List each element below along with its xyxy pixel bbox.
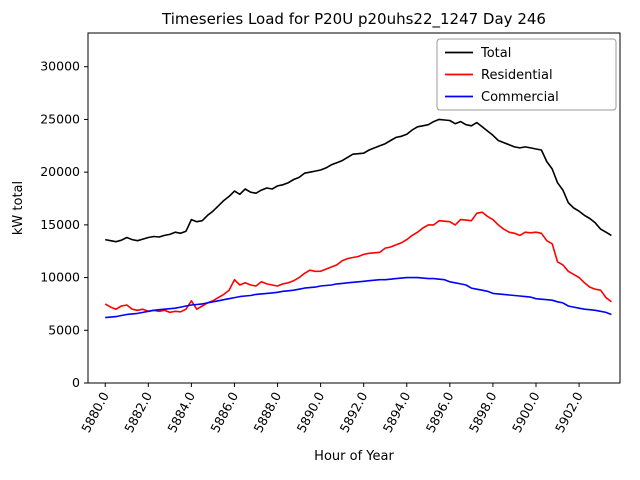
- chart-title: Timeseries Load for P20U p20uhs22_1247 D…: [161, 10, 546, 29]
- x-tick-label: 5886.0: [207, 389, 241, 435]
- series-line-commercial: [105, 276, 612, 319]
- x-tick-label: 5902.0: [552, 389, 586, 435]
- x-tick-label: 5892.0: [337, 389, 371, 435]
- x-tick-label: 5880.0: [78, 389, 112, 435]
- legend: Total Residential Commercial: [436, 38, 617, 111]
- legend-label-residential: Residential: [481, 68, 553, 83]
- legend-label-total: Total: [480, 46, 511, 61]
- y-tick-label: 20000: [40, 164, 80, 179]
- legend-box: [436, 38, 617, 111]
- y-tick-label: 0: [72, 375, 80, 390]
- x-tick-label: 5882.0: [121, 389, 155, 435]
- y-tick-label: 15000: [40, 217, 80, 232]
- x-tick-label: 5884.0: [164, 389, 198, 435]
- x-axis-label: Hour of Year: [314, 449, 394, 464]
- x-tick-label: 5896.0: [423, 389, 457, 435]
- series-line-residential: [104, 211, 612, 314]
- x-tick-label: 5890.0: [293, 389, 327, 435]
- y-axis-label: kW total: [11, 181, 26, 235]
- x-tick-label: 5898.0: [466, 389, 500, 435]
- x-tick-label: 5900.0: [509, 389, 543, 435]
- y-tick-label: 25000: [40, 111, 80, 126]
- x-tick-label: 5894.0: [380, 389, 414, 435]
- y-tick-label: 5000: [48, 322, 80, 337]
- y-tick-label: 10000: [40, 270, 80, 285]
- series-lines: [104, 118, 612, 319]
- y-tick-label: 30000: [40, 59, 80, 74]
- legend-label-commercial: Commercial: [481, 90, 559, 105]
- x-tick-label: 5888.0: [250, 389, 284, 435]
- series-line-total: [105, 118, 612, 243]
